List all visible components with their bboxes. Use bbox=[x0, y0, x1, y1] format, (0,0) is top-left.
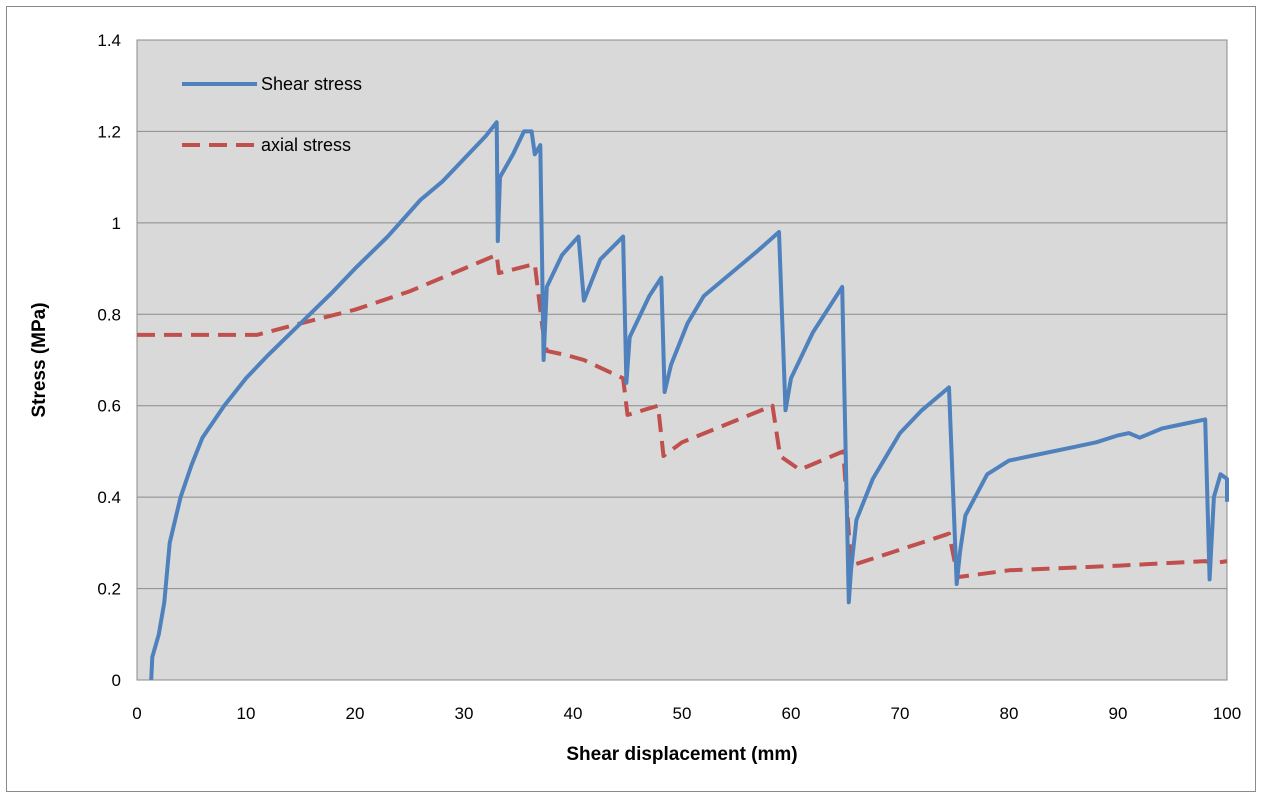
x-tick-label: 70 bbox=[891, 704, 910, 723]
x-tick-label: 0 bbox=[132, 704, 141, 723]
y-tick-label: 0 bbox=[112, 671, 121, 690]
x-tick-label: 40 bbox=[564, 704, 583, 723]
x-tick-label: 20 bbox=[346, 704, 365, 723]
y-tick-label: 1.4 bbox=[97, 31, 121, 50]
x-tick-label: 30 bbox=[455, 704, 474, 723]
line-chart: 0 0.2 0.4 0.6 0.8 1 1.2 1.4 0 10 20 30 40 50 60 70 80 90 1… bbox=[7, 7, 1257, 793]
y-tick-label: 0.8 bbox=[97, 305, 121, 324]
x-tick-label: 100 bbox=[1213, 704, 1241, 723]
y-tick-label: 0.2 bbox=[97, 580, 121, 599]
y-tick-label: 1.2 bbox=[97, 122, 121, 141]
y-axis-title: Stress (MPa) bbox=[29, 302, 50, 417]
y-tick-label: 0.6 bbox=[97, 397, 121, 416]
x-tick-label: 50 bbox=[673, 704, 692, 723]
legend-label-axial-stress: axial stress bbox=[261, 135, 351, 155]
x-tick-label: 80 bbox=[1000, 704, 1019, 723]
chart-frame: 0 0.2 0.4 0.6 0.8 1 1.2 1.4 0 10 20 30 40 50 60 70 80 90 1… bbox=[6, 6, 1256, 792]
legend-label-shear-stress: Shear stress bbox=[261, 74, 362, 94]
x-tick-label: 10 bbox=[237, 704, 256, 723]
x-axis-title: Shear displacement (mm) bbox=[566, 744, 797, 765]
x-tick-label: 60 bbox=[782, 704, 801, 723]
x-tick-label: 90 bbox=[1109, 704, 1128, 723]
y-tick-label: 0.4 bbox=[97, 488, 121, 507]
y-tick-label: 1 bbox=[112, 214, 121, 233]
